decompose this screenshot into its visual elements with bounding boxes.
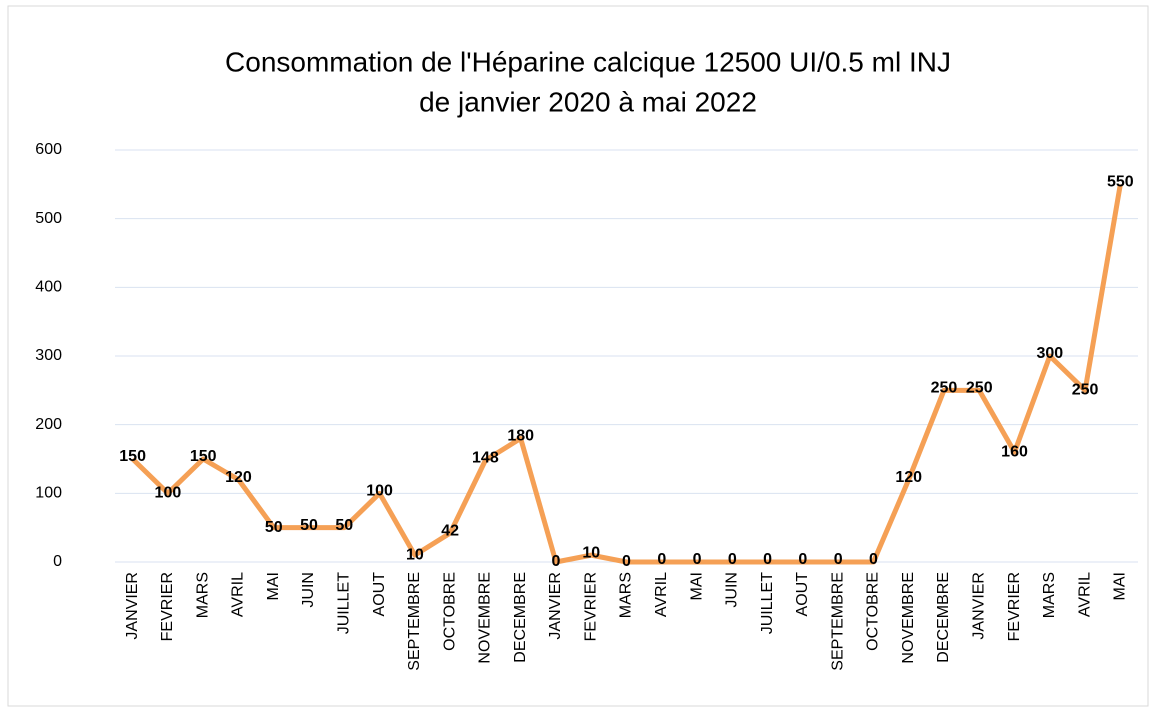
line-series: [130, 183, 1123, 565]
x-tick-label: OCTOBRE: [441, 572, 458, 651]
x-tick-label: OCTOBRE: [865, 572, 882, 651]
x-tick-label: FEVRIER: [1006, 572, 1023, 641]
x-tick-label: FEVRIER: [582, 572, 599, 641]
x-tick-label: NOVEMBRE: [900, 572, 917, 664]
x-tick-label: NOVEMBRE: [477, 572, 494, 664]
data-label: 0: [657, 551, 666, 568]
data-label: 0: [763, 551, 772, 568]
data-label: 10: [582, 544, 600, 561]
x-tick-label: MAI: [265, 572, 282, 600]
x-tick-label: JUILLET: [759, 572, 776, 634]
data-label: 0: [798, 551, 807, 568]
x-tick-label: JANVIER: [970, 572, 987, 640]
chart-subtitle: de janvier 2020 à mai 2022: [419, 86, 757, 117]
data-label: 0: [728, 551, 737, 568]
data-label: 150: [119, 448, 146, 465]
data-label: 250: [1072, 382, 1099, 399]
data-label: 100: [155, 485, 182, 502]
y-tick-label: 500: [35, 210, 62, 227]
data-label: 100: [366, 483, 393, 500]
x-tick-label: AVRIL: [653, 572, 670, 617]
x-tick-label: FEVRIER: [159, 572, 176, 641]
data-label: 250: [931, 380, 958, 397]
data-label: 0: [622, 553, 631, 570]
y-tick-label: 600: [35, 141, 62, 158]
data-label: 10: [406, 546, 424, 563]
y-tick-label: 200: [35, 416, 62, 433]
data-label: 160: [1001, 443, 1028, 460]
data-label: 0: [693, 551, 702, 568]
x-tick-label: SEPTEMBRE: [406, 572, 423, 671]
x-tick-label: JANVIER: [547, 572, 564, 640]
data-label: 148: [472, 450, 499, 467]
x-tick-label: SEPTEMBRE: [829, 572, 846, 671]
data-label: 120: [895, 469, 922, 486]
x-tick-label: DECEMBRE: [935, 572, 952, 663]
data-label: 250: [966, 380, 993, 397]
data-label: 0: [869, 551, 878, 568]
data-label: 42: [441, 522, 459, 539]
data-label: 150: [190, 448, 217, 465]
y-tick-label: 100: [35, 485, 62, 502]
data-label: 120: [225, 469, 252, 486]
data-label: 550: [1107, 174, 1134, 191]
data-label: 180: [507, 428, 534, 445]
data-label: 50: [335, 517, 353, 534]
y-tick-label: 400: [35, 279, 62, 296]
x-tick-label: MAI: [688, 572, 705, 600]
x-tick-label: AVRIL: [1076, 572, 1093, 617]
x-tick-label: AVRIL: [230, 572, 247, 617]
x-tick-label: JUIN: [300, 572, 317, 608]
x-tick-label: AOUT: [371, 572, 388, 617]
y-tick-label: 0: [53, 553, 62, 570]
x-tick-label: JANVIER: [124, 572, 141, 640]
x-tick-label: MARS: [1041, 572, 1058, 618]
x-tick-label: MAI: [1112, 572, 1129, 600]
chart-title: Consommation de l'Héparine calcique 1250…: [225, 46, 951, 77]
y-tick-label: 300: [35, 347, 62, 364]
data-label: 50: [300, 517, 318, 534]
x-tick-label: JUIN: [724, 572, 741, 608]
data-label: 300: [1036, 345, 1063, 362]
x-tick-label: MARS: [618, 572, 635, 618]
x-tick-label: JUILLET: [336, 572, 353, 634]
x-tick-label: DECEMBRE: [512, 572, 529, 663]
data-label: 50: [265, 519, 283, 536]
x-tick-label: MARS: [194, 572, 211, 618]
data-label: 0: [551, 553, 560, 570]
x-tick-label: AOUT: [794, 572, 811, 617]
data-label: 0: [834, 551, 843, 568]
